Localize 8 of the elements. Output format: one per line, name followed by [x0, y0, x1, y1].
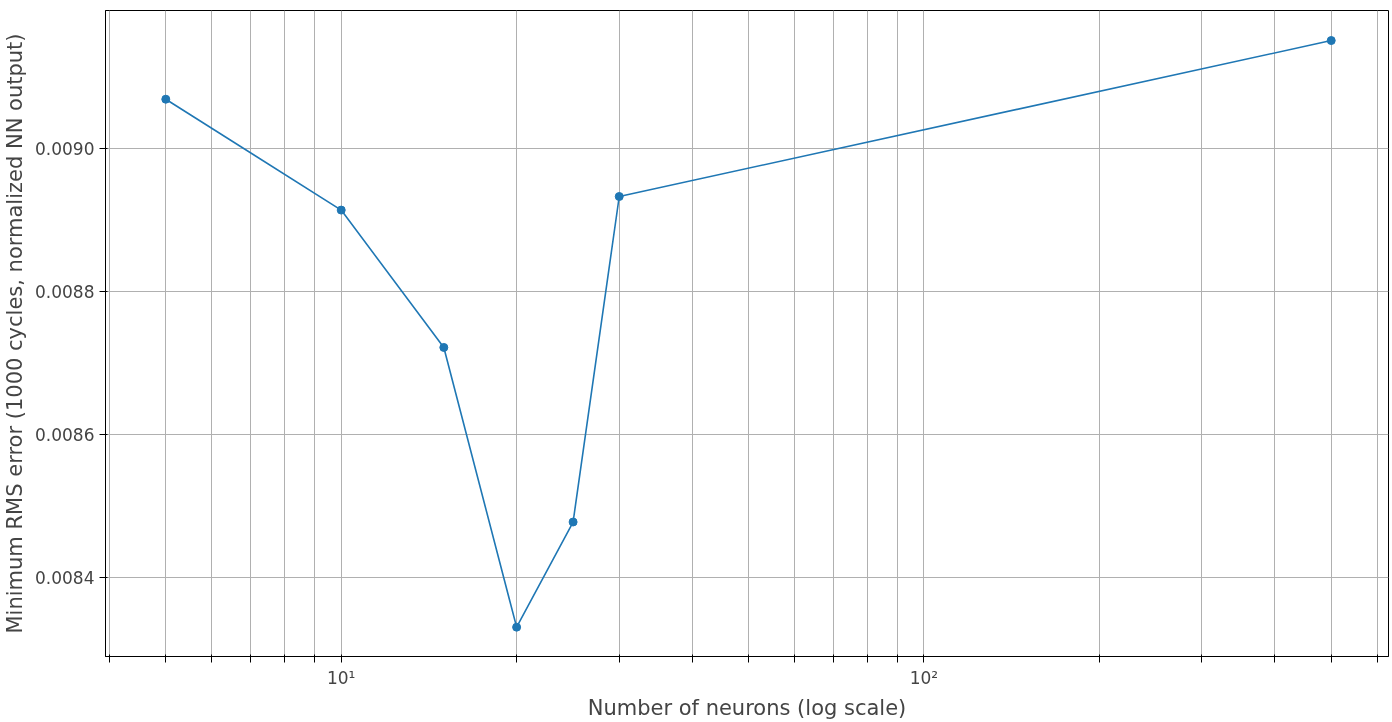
x-axis-title: Number of neurons (log scale): [587, 695, 907, 720]
y-tick-label: 0.0084: [35, 568, 95, 589]
x-tick-label: 10¹: [326, 667, 356, 688]
y-tick-label: 0.0090: [35, 139, 95, 160]
y-axis-title: Minimum RMS error (1000 cycles, normalized NN output): [3, 33, 28, 634]
x-tick-label: 10²: [909, 667, 939, 688]
y-tick-label: 0.0086: [35, 425, 95, 446]
y-tick-label: 0.0088: [35, 282, 95, 303]
